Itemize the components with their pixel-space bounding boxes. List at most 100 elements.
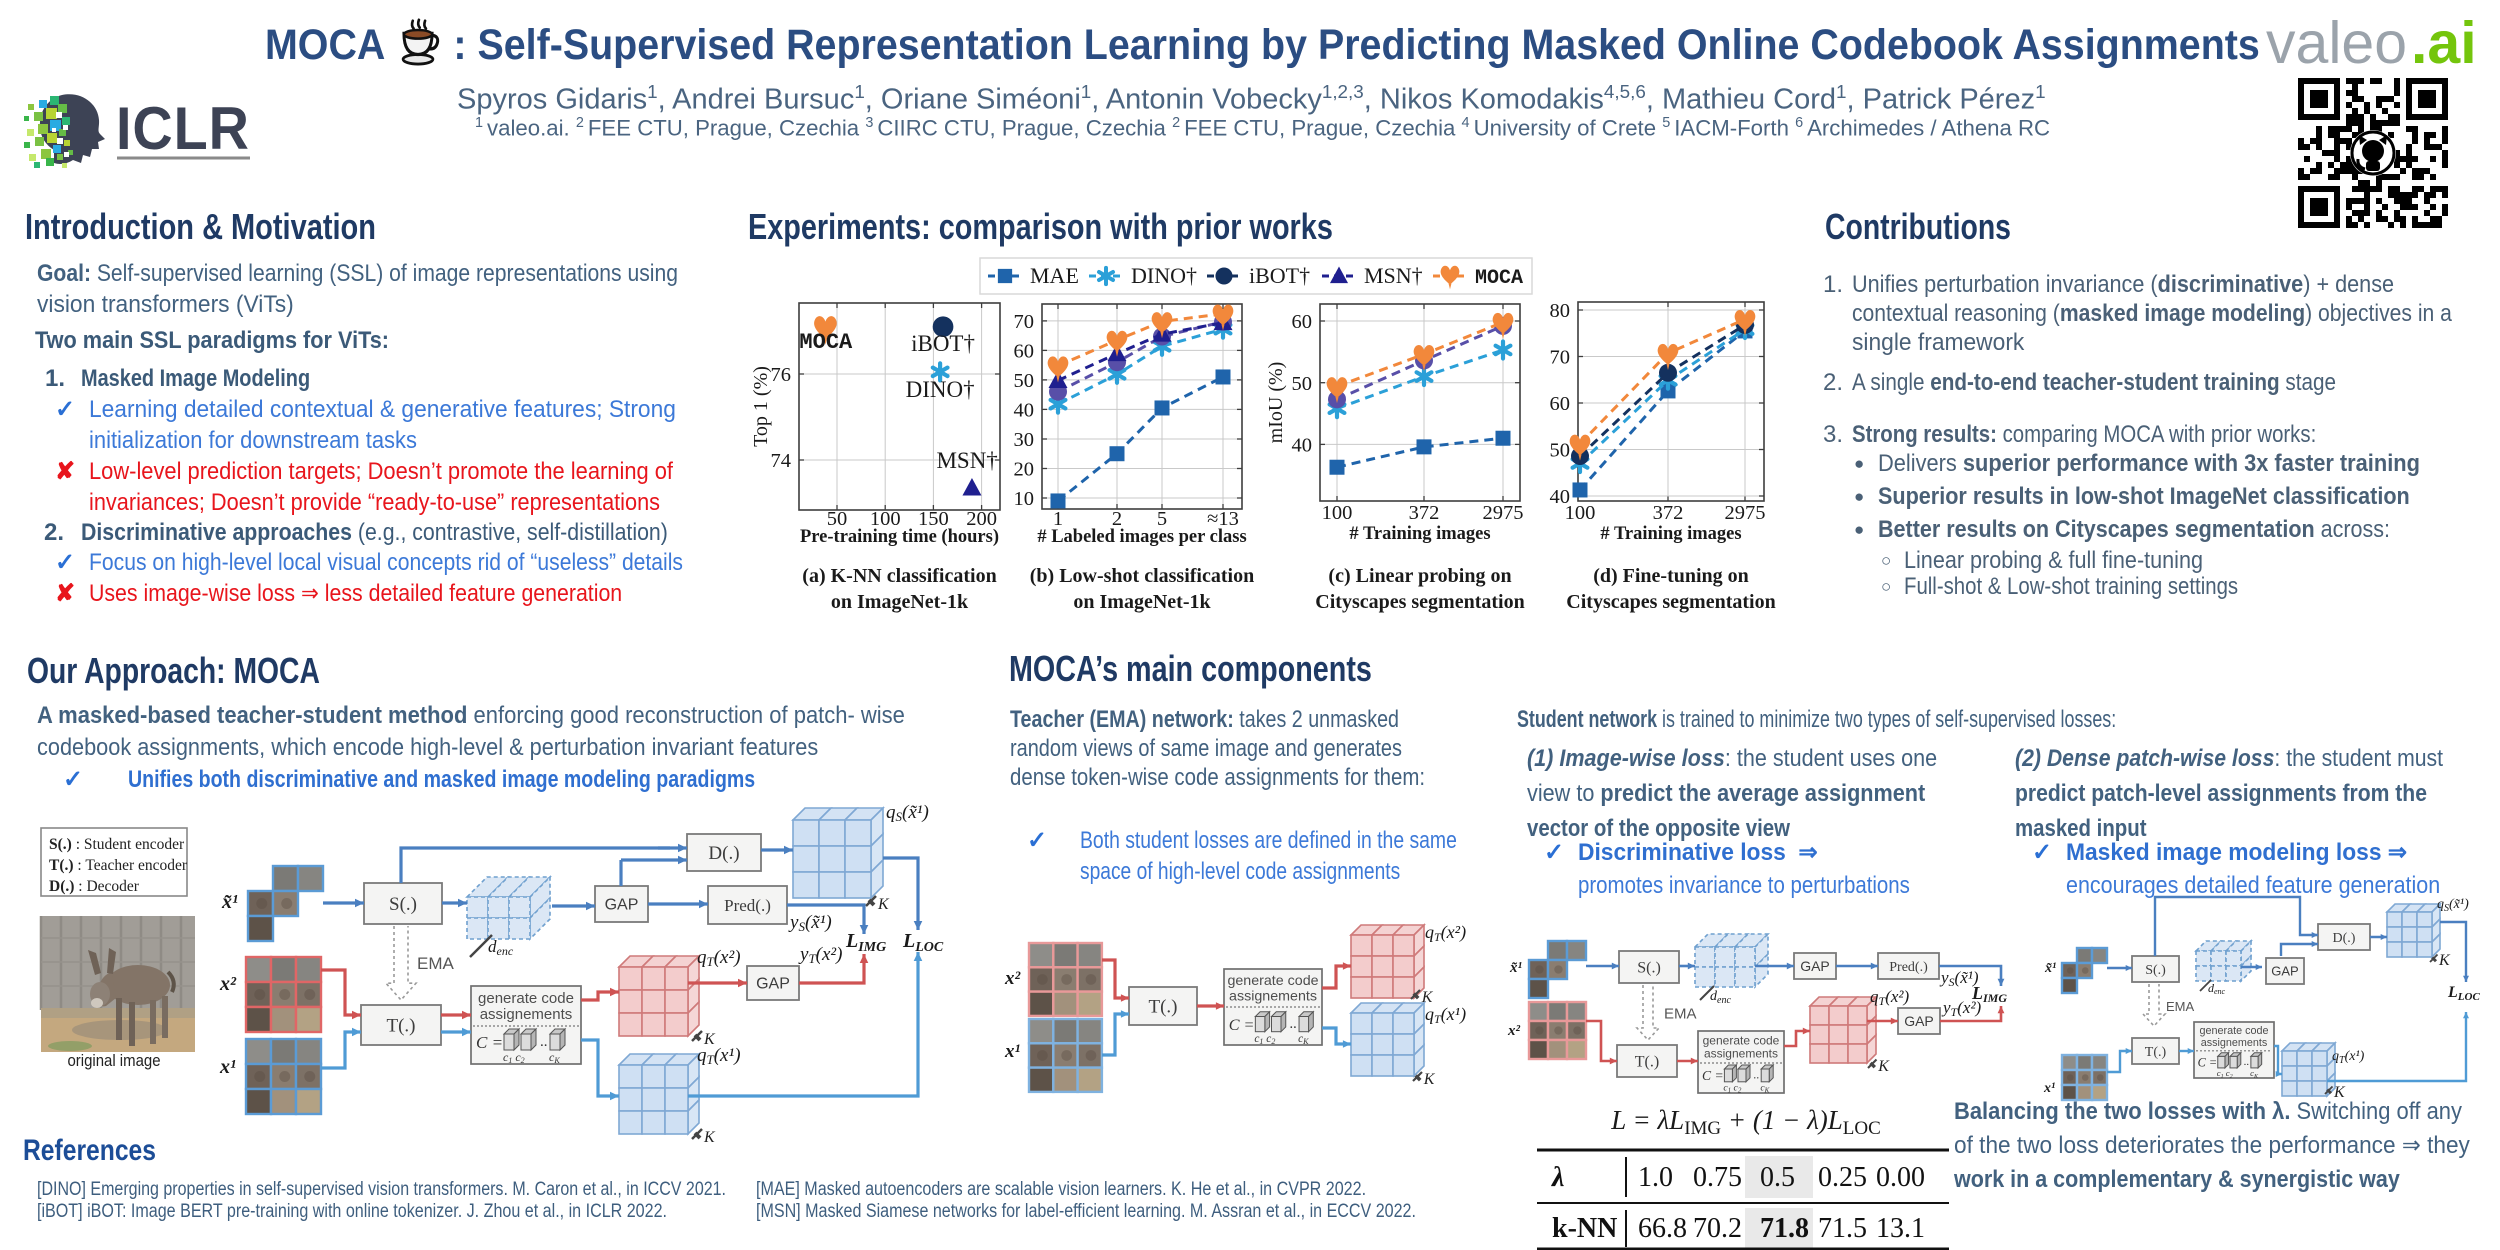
- svg-text:50: 50: [1550, 440, 1571, 462]
- svg-text:100: 100: [870, 508, 901, 530]
- svg-text:generate code: generate code: [1227, 973, 1318, 989]
- svg-text:EMA: EMA: [1664, 1006, 1697, 1023]
- svg-text:x¹: x¹: [219, 1056, 236, 1078]
- svg-text:T(.): T(.): [1635, 1053, 1659, 1070]
- svg-text:2975: 2975: [1725, 502, 1766, 524]
- svg-text:D(.) : Decoder: D(.) : Decoder: [49, 878, 140, 895]
- svg-text:qT(x¹): qT(x¹): [697, 1045, 741, 1067]
- svg-text:mIoU (%): mIoU (%): [1265, 362, 1287, 444]
- svg-text:K: K: [703, 1129, 716, 1146]
- svg-text:K: K: [1421, 989, 1434, 1006]
- svg-text:assignements: assignements: [1229, 988, 1317, 1004]
- svg-text:GAP: GAP: [1800, 958, 1830, 974]
- svg-text:(d) Fine-tuning on: (d) Fine-tuning on: [1593, 565, 1749, 587]
- svg-text:80: 80: [1550, 300, 1571, 322]
- svg-text:x̃¹: x̃¹: [1509, 960, 1522, 976]
- svg-text:qT(x²): qT(x²): [697, 947, 741, 969]
- svg-text:valeo: valeo: [2266, 10, 2407, 76]
- svg-text:..: ..: [540, 1034, 548, 1050]
- svg-text:71.5: 71.5: [1818, 1213, 1867, 1244]
- svg-text:cK: cK: [1298, 1033, 1309, 1046]
- svg-text:.ai: .ai: [2411, 10, 2477, 76]
- svg-text:K: K: [1877, 1058, 1890, 1075]
- svg-text:70: 70: [1014, 311, 1035, 333]
- svg-text:70: 70: [1550, 347, 1571, 369]
- svg-text:66.8: 66.8: [1638, 1213, 1687, 1244]
- svg-text:denc: denc: [2208, 981, 2226, 996]
- svg-text:100: 100: [1322, 502, 1353, 524]
- svg-text:on ImageNet-1k: on ImageNet-1k: [1073, 591, 1211, 613]
- svg-text:denc: denc: [1710, 989, 1731, 1006]
- svg-text:60: 60: [1550, 393, 1571, 415]
- svg-text:c1 c2: c1 c2: [1254, 1033, 1275, 1046]
- svg-text:Cityscapes segmentation: Cityscapes segmentation: [1315, 591, 1524, 613]
- svg-text:..: ..: [2244, 1056, 2249, 1068]
- svg-text:qS(x̃¹): qS(x̃¹): [886, 802, 929, 824]
- svg-text:76: 76: [771, 364, 792, 386]
- svg-text:x¹: x¹: [2043, 1081, 2055, 1096]
- svg-text:MOCA: MOCA: [1475, 267, 1523, 290]
- svg-text:denc: denc: [488, 937, 514, 958]
- svg-text:T(.): T(.): [386, 1015, 415, 1036]
- svg-text:13.1: 13.1: [1876, 1213, 1925, 1244]
- svg-text:yS(x̃¹): yS(x̃¹): [788, 912, 832, 934]
- svg-text:1: 1: [1053, 508, 1063, 530]
- svg-text:C =: C =: [476, 1033, 503, 1052]
- svg-text:Cityscapes segmentation: Cityscapes segmentation: [1566, 591, 1775, 613]
- svg-text:2: 2: [1112, 508, 1122, 530]
- svg-text:generate code: generate code: [1703, 1034, 1780, 1048]
- svg-text:LLOC: LLOC: [902, 930, 944, 955]
- svg-text:qT(x²): qT(x²): [1425, 922, 1466, 944]
- svg-text:50: 50: [1014, 370, 1035, 392]
- svg-text:0.00: 0.00: [1876, 1162, 1925, 1193]
- svg-text:..: ..: [1753, 1068, 1759, 1082]
- svg-text:K: K: [2438, 952, 2451, 969]
- svg-text:GAP: GAP: [605, 896, 639, 913]
- svg-text:qT(x¹): qT(x¹): [2332, 1049, 2365, 1066]
- svg-text:# Training images: # Training images: [1600, 524, 1741, 544]
- svg-text:D(.): D(.): [2333, 931, 2356, 946]
- svg-text:K: K: [2333, 1084, 2346, 1101]
- svg-text:yT(x²): yT(x²): [798, 944, 842, 966]
- svg-text:x¹: x¹: [1004, 1041, 1021, 1062]
- svg-text:x²: x²: [1507, 1023, 1521, 1039]
- svg-text:70.2: 70.2: [1693, 1213, 1742, 1244]
- svg-text:Pre-training time (hours): Pre-training time (hours): [800, 527, 999, 547]
- svg-text:EMA: EMA: [2166, 999, 2195, 1014]
- svg-text:1.0: 1.0: [1638, 1162, 1673, 1193]
- svg-text:generate code: generate code: [2199, 1025, 2268, 1037]
- svg-text:λ: λ: [1551, 1162, 1564, 1193]
- svg-text:..: ..: [1290, 1016, 1297, 1032]
- svg-text:assignements: assignements: [480, 1006, 573, 1023]
- svg-text:200: 200: [966, 508, 997, 530]
- svg-text:iBOT†: iBOT†: [1249, 263, 1310, 288]
- svg-text:qS(x̃¹): qS(x̃¹): [2437, 897, 2469, 914]
- svg-text:(c) Linear probing on: (c) Linear probing on: [1328, 565, 1511, 587]
- svg-text:DINO†: DINO†: [906, 377, 975, 402]
- svg-text:372: 372: [1653, 502, 1684, 524]
- svg-text:LLOC: LLOC: [2447, 984, 2480, 1003]
- svg-text:0.25: 0.25: [1818, 1162, 1867, 1193]
- svg-text:K: K: [703, 1031, 716, 1048]
- svg-text:LIMG: LIMG: [845, 930, 886, 955]
- svg-text:30: 30: [1014, 429, 1035, 451]
- svg-text:20: 20: [1014, 459, 1035, 481]
- svg-text:x̃¹: x̃¹: [2044, 961, 2056, 976]
- svg-text:MSN†: MSN†: [1364, 263, 1423, 288]
- svg-text:50: 50: [1292, 373, 1313, 395]
- svg-text:71.8: 71.8: [1760, 1213, 1809, 1244]
- svg-text:S(.) : Student encoder: S(.) : Student encoder: [49, 836, 185, 853]
- svg-text:T(.) : Teacher encoder: T(.) : Teacher encoder: [49, 857, 188, 874]
- svg-text:C =: C =: [2198, 1055, 2217, 1069]
- svg-text:GAP: GAP: [1904, 1013, 1934, 1029]
- svg-text:40: 40: [1550, 486, 1571, 508]
- svg-text:cK: cK: [549, 1050, 560, 1065]
- svg-text:K: K: [877, 896, 890, 913]
- svg-text:qT(x¹): qT(x¹): [1425, 1004, 1466, 1026]
- svg-text:x̃¹: x̃¹: [221, 891, 238, 913]
- svg-text:40: 40: [1292, 435, 1313, 457]
- svg-text:60: 60: [1292, 311, 1313, 333]
- svg-text:K: K: [1423, 1071, 1436, 1088]
- svg-text:40: 40: [1014, 400, 1035, 422]
- svg-text:x²: x²: [219, 973, 237, 995]
